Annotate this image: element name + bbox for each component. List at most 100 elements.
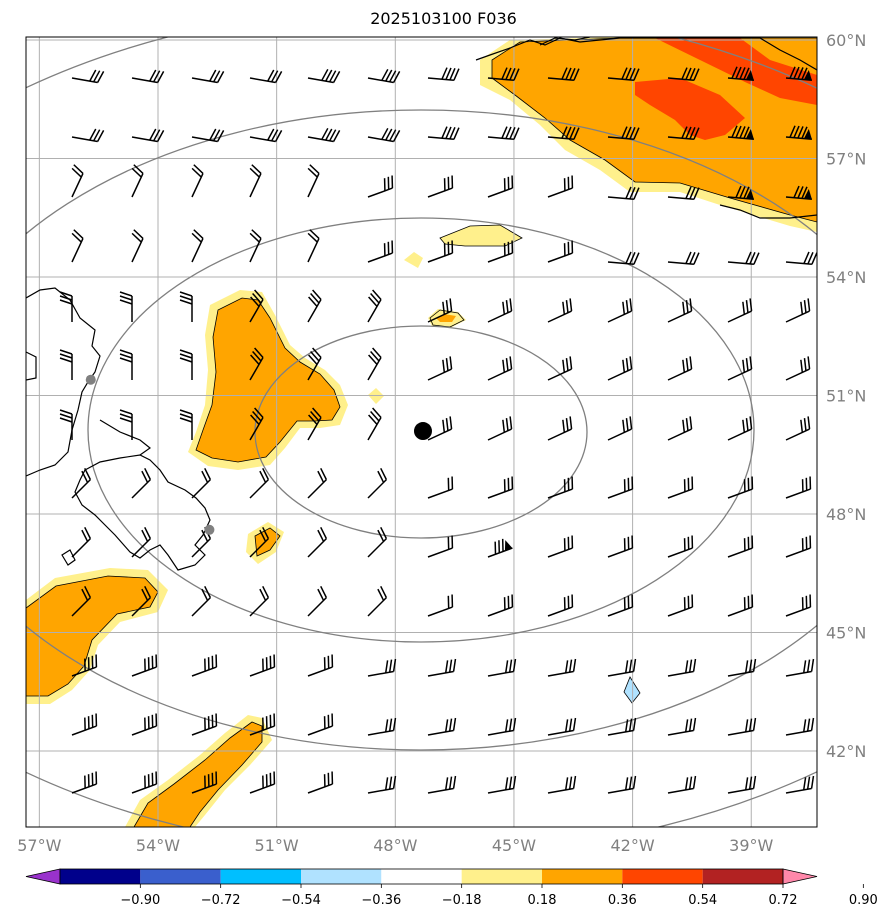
wind-barb bbox=[367, 240, 394, 263]
wind-barb bbox=[727, 251, 760, 266]
wind-barb bbox=[667, 67, 700, 82]
wind-barb bbox=[131, 229, 144, 263]
wind-barb bbox=[785, 356, 811, 381]
wind-barb bbox=[727, 717, 757, 736]
wind-barb bbox=[367, 175, 394, 198]
wind-barb bbox=[427, 476, 454, 499]
wind-barb bbox=[367, 407, 382, 441]
map-body bbox=[26, 37, 817, 827]
map-frame bbox=[25, 36, 818, 828]
wind-barb bbox=[607, 298, 633, 323]
wind-barb bbox=[307, 407, 322, 441]
colorbar-label: 0.54 bbox=[688, 893, 717, 908]
wind-barb bbox=[427, 356, 453, 381]
wind-barb bbox=[191, 229, 204, 263]
wind-barb bbox=[667, 416, 693, 441]
wind-barb bbox=[249, 585, 270, 617]
wind-barb bbox=[71, 713, 98, 736]
wind-barb bbox=[191, 585, 212, 617]
wind-barb bbox=[71, 229, 84, 263]
wind-barb bbox=[727, 298, 753, 323]
wind-barb bbox=[131, 128, 165, 143]
wind-barb bbox=[607, 476, 634, 499]
colorbar-swatch bbox=[542, 869, 623, 884]
wind-barb bbox=[427, 126, 460, 141]
wind-barb bbox=[667, 658, 697, 677]
colorbar-label: 0.90 bbox=[849, 893, 878, 908]
wind-barb bbox=[191, 713, 218, 736]
colorbar: −0.90 −0.72 −0.54 −0.36 −0.18 0.18 0.36 0.54 0.7… bbox=[25, 868, 878, 908]
wind-barb bbox=[59, 409, 73, 440]
coastlines bbox=[26, 37, 817, 571]
wind-barb bbox=[727, 356, 753, 381]
wind-barb bbox=[119, 409, 133, 440]
fill-s-orange bbox=[134, 722, 262, 827]
wind-barb bbox=[487, 298, 513, 323]
wind-barb bbox=[367, 585, 388, 617]
wind-barb bbox=[785, 717, 815, 736]
wind-barb bbox=[727, 185, 754, 201]
wind-barb bbox=[71, 467, 92, 499]
contour-fills bbox=[26, 37, 817, 827]
colorbar-extend-high bbox=[782, 868, 818, 885]
wind-barb bbox=[785, 775, 815, 794]
colorbar-frame bbox=[59, 868, 784, 885]
wind-barb bbox=[607, 594, 634, 617]
wind-barb bbox=[307, 164, 320, 198]
wind-barb bbox=[179, 291, 193, 322]
wind-barb bbox=[367, 289, 382, 323]
wind-barb bbox=[249, 347, 264, 381]
colorbar-label: −0.90 bbox=[120, 893, 160, 908]
contour-c bbox=[429, 309, 465, 328]
wind-barb bbox=[487, 476, 514, 499]
wind-barb bbox=[71, 128, 105, 143]
wind-barb bbox=[607, 186, 640, 201]
wind-barb bbox=[249, 526, 270, 558]
wind-barb bbox=[427, 775, 457, 794]
wind-barb bbox=[427, 67, 460, 82]
wind-barb bbox=[191, 654, 218, 677]
wind-barb bbox=[131, 713, 158, 736]
wind-barb bbox=[547, 175, 574, 198]
wind-barb bbox=[131, 69, 165, 84]
wind-barb bbox=[249, 771, 276, 794]
lat-tick-label: 48°N bbox=[826, 505, 866, 524]
wind-barb bbox=[307, 654, 334, 677]
wind-barb bbox=[727, 594, 754, 617]
wind-barb bbox=[667, 251, 700, 266]
center-marker bbox=[413, 422, 432, 441]
wind-barb bbox=[367, 717, 397, 736]
wind-barb bbox=[607, 67, 640, 82]
wind-barb bbox=[427, 298, 453, 323]
wind-barb bbox=[487, 775, 517, 794]
wind-barb bbox=[367, 68, 401, 84]
wind-barb bbox=[785, 658, 815, 677]
fill-ne-red1 bbox=[655, 38, 817, 105]
wind-barb bbox=[667, 186, 700, 201]
wind-barb bbox=[131, 585, 152, 617]
wind-barb bbox=[307, 127, 341, 143]
lon-tick-label: 42°W bbox=[611, 836, 655, 855]
wind-barb bbox=[607, 775, 637, 794]
contour-blue bbox=[623, 676, 641, 704]
wind-barb bbox=[667, 298, 693, 323]
wind-barb bbox=[191, 69, 225, 84]
wind-barb bbox=[785, 476, 812, 499]
wind-barb bbox=[367, 658, 397, 677]
wind-barb bbox=[487, 416, 513, 441]
markers bbox=[85, 374, 432, 535]
wind-barb bbox=[307, 347, 322, 381]
lon-tick-label: 45°W bbox=[492, 836, 536, 855]
coast-greenland bbox=[475, 37, 817, 71]
wind-barb bbox=[179, 409, 193, 440]
wind-barb bbox=[607, 416, 633, 441]
colorbar-extend-low bbox=[25, 868, 61, 885]
colorbar-swatch bbox=[301, 869, 382, 884]
lon-tick-label: 57°W bbox=[17, 836, 61, 855]
range-ring-3 bbox=[26, 109, 817, 751]
fill-cell-b bbox=[404, 252, 423, 268]
lat-tick-label: 60°N bbox=[826, 31, 866, 50]
wind-barb bbox=[727, 476, 754, 499]
coast-newfoundland bbox=[74, 454, 211, 571]
